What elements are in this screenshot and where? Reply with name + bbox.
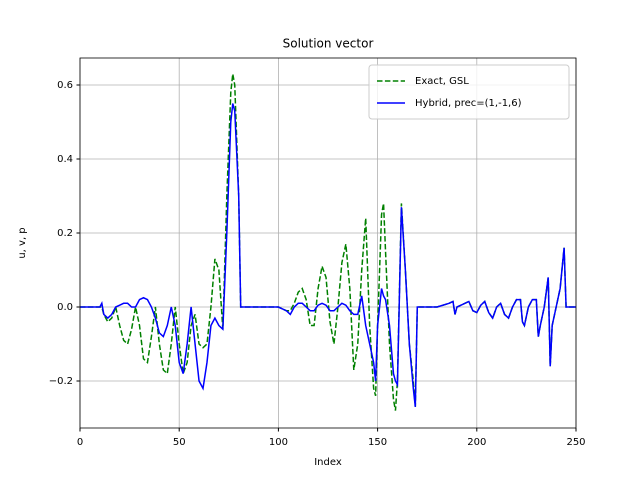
y-axis-label: u, v, p	[17, 227, 28, 258]
x-tick-label: 200	[467, 437, 486, 448]
x-tick-label: 250	[566, 437, 585, 448]
y-tick-label: 0.0	[57, 302, 73, 313]
plot-frame	[79, 57, 577, 429]
legend-box	[368, 64, 570, 120]
y-tick-label: 0.6	[57, 80, 73, 91]
legend-label: Exact, GSL	[415, 76, 469, 87]
x-tick-label: 0	[77, 437, 83, 448]
x-axis-label: Index	[314, 457, 342, 468]
x-tick-label: 100	[269, 437, 288, 448]
legend-label: Hybrid, prec=(1,-1,6)	[415, 98, 522, 109]
y-tick-label: −0.2	[49, 376, 73, 387]
chart-title: Solution vector	[283, 37, 374, 51]
x-tick-label: 50	[173, 437, 186, 448]
series-line	[80, 103, 576, 407]
y-tick-label: 0.2	[57, 228, 73, 239]
x-tick-label: 150	[368, 437, 387, 448]
y-tick-label: 0.4	[57, 154, 73, 165]
